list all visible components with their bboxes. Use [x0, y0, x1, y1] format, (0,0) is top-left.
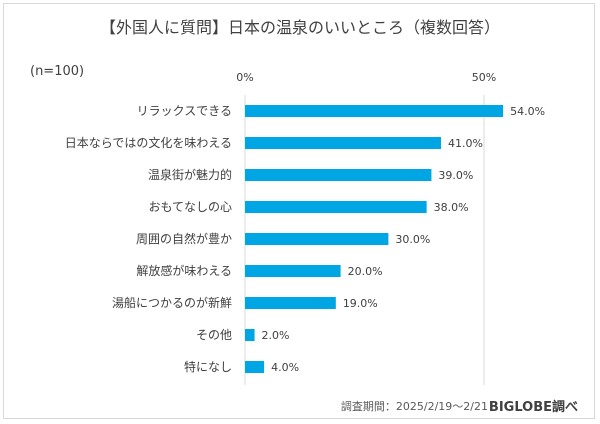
x-tick-label: 50%: [471, 71, 497, 84]
bar: [245, 201, 427, 213]
survey-period: 調査期間：2025/2/19～2/21: [340, 400, 488, 413]
data-label: 20.0%: [348, 265, 383, 278]
category-label: おもてなしの心: [148, 200, 232, 214]
bar: [245, 297, 336, 309]
chart-title: 【外国人に質問】日本の温泉のいいところ（複数回答）: [99, 18, 500, 37]
category-label: 湯船につかるのが新鮮: [112, 295, 232, 310]
category-label: その他: [196, 328, 232, 342]
category-label: 特になし: [184, 359, 232, 374]
bar: [245, 361, 265, 373]
bar: [245, 105, 504, 117]
data-label: 54.0%: [510, 105, 545, 118]
data-label: 39.0%: [438, 169, 473, 182]
x-tick-label: 0%: [236, 71, 254, 84]
bar: [245, 265, 341, 277]
bar: [245, 329, 255, 341]
sample-size-note: (n=100): [30, 64, 85, 79]
bar: [245, 137, 441, 149]
data-label: 41.0%: [448, 137, 483, 150]
data-label: 38.0%: [434, 201, 469, 214]
category-label: 温泉街が魅力的: [148, 167, 232, 182]
data-label: 19.0%: [343, 297, 378, 310]
data-label: 30.0%: [395, 233, 430, 246]
bar: [245, 169, 432, 181]
source-label: BIGLOBE調べ: [488, 400, 578, 415]
bar: [245, 233, 389, 245]
category-label: 周囲の自然が豊か: [136, 231, 232, 246]
chart-frame: [3, 3, 595, 419]
category-label: リラックスできる: [137, 104, 232, 118]
category-label: 日本ならではの文化を味わえる: [65, 135, 232, 150]
category-label: 解放感が味わえる: [136, 263, 232, 278]
data-label: 4.0%: [271, 361, 299, 374]
data-label: 2.0%: [262, 329, 290, 342]
